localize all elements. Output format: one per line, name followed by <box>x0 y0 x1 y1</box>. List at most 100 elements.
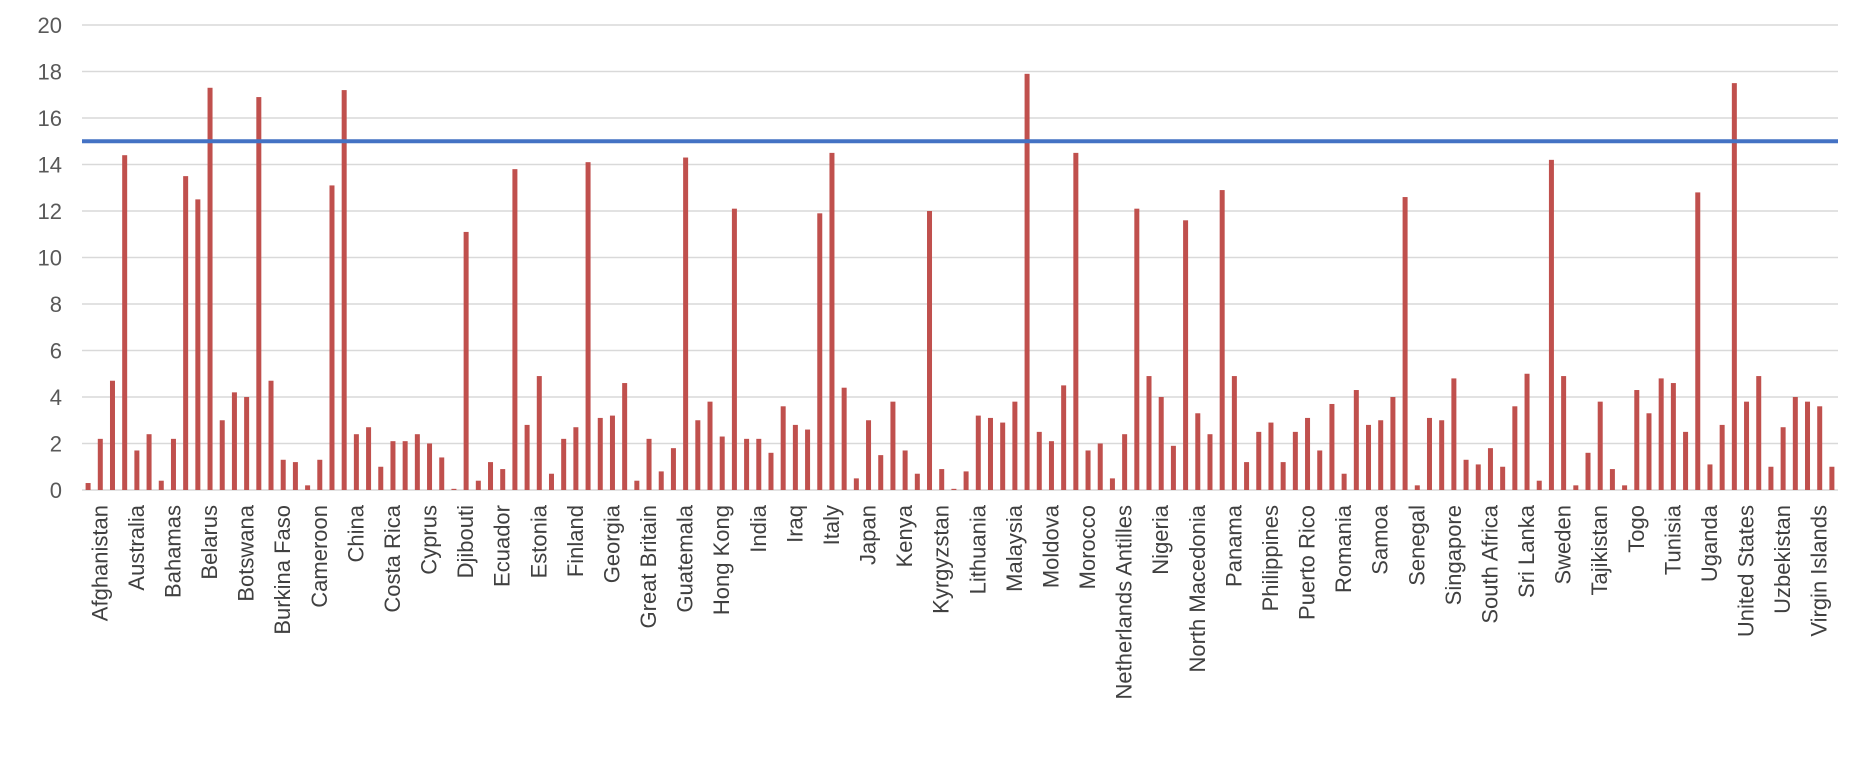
bar <box>256 97 262 490</box>
bar <box>1329 403 1335 490</box>
bar <box>1341 473 1347 490</box>
bar <box>744 438 750 490</box>
x-category-label: Djibouti <box>453 505 478 578</box>
bar <box>987 417 993 490</box>
bar <box>1170 445 1176 490</box>
x-category-label: Hong Kong <box>709 505 734 615</box>
x-category-label: Nigeria <box>1148 504 1173 574</box>
bar <box>1146 376 1152 490</box>
x-category-label: Georgia <box>599 504 624 583</box>
bar <box>963 471 969 490</box>
bar <box>85 483 91 490</box>
bar <box>451 488 457 490</box>
bar <box>1317 450 1323 490</box>
x-category-label: Tunisia <box>1660 504 1685 575</box>
bar <box>1390 397 1396 490</box>
bars <box>85 73 1835 491</box>
bar <box>780 406 786 490</box>
bar <box>951 488 957 490</box>
bar <box>170 438 176 490</box>
bar <box>1597 401 1603 490</box>
bar <box>1646 413 1652 490</box>
bar <box>866 420 872 490</box>
bar <box>1012 401 1018 490</box>
bar <box>1231 376 1237 490</box>
bar <box>829 152 835 490</box>
bar <box>1366 424 1372 490</box>
gridlines <box>82 24 1838 491</box>
x-category-label: Ecuador <box>490 505 515 587</box>
bar <box>1158 397 1164 490</box>
bar <box>1097 443 1103 490</box>
bar <box>329 185 335 491</box>
x-category-label: Japan <box>856 505 881 565</box>
bar <box>658 471 664 490</box>
x-category-label: Kenya <box>892 504 917 567</box>
bar <box>1731 83 1737 490</box>
x-category-label: Sri Lanka <box>1514 504 1539 598</box>
bar <box>1134 208 1140 491</box>
bar <box>1805 401 1811 490</box>
x-category-label: Estonia <box>526 504 551 578</box>
bar <box>768 452 774 490</box>
bar <box>1695 192 1701 490</box>
bar <box>378 466 384 490</box>
x-category-label: Samoa <box>1368 504 1393 574</box>
bar <box>585 162 591 491</box>
bar <box>1451 378 1457 490</box>
bar <box>841 387 847 490</box>
bar <box>1073 152 1079 490</box>
x-category-label: North Macedonia <box>1185 504 1210 672</box>
bar <box>1000 422 1006 490</box>
bar <box>634 480 640 490</box>
bar <box>134 450 140 490</box>
x-category-label: India <box>746 504 771 552</box>
bar <box>805 429 811 490</box>
bar <box>1048 441 1054 490</box>
x-category-label: Panama <box>1221 504 1246 587</box>
bar <box>524 424 530 490</box>
bar <box>1768 466 1774 490</box>
bar <box>1719 424 1725 490</box>
x-category-label: Finland <box>563 505 588 577</box>
bar <box>439 457 445 490</box>
bar <box>122 155 128 490</box>
bar <box>1061 385 1067 490</box>
bar <box>939 469 945 490</box>
bar <box>1500 466 1506 490</box>
x-category-label: Senegal <box>1404 505 1429 586</box>
x-category-label: Cameroon <box>307 505 332 608</box>
y-axis-tick-labels: 0 2 4 6 8 10 12 14 16 18 20 <box>38 13 62 503</box>
bar <box>1670 383 1676 490</box>
x-category-label: Italy <box>819 505 844 545</box>
bar <box>1573 485 1579 490</box>
bar <box>707 401 713 490</box>
x-category-label: Belarus <box>197 505 222 580</box>
bar <box>719 436 725 490</box>
bar <box>341 90 347 490</box>
bar <box>1305 417 1311 490</box>
bar <box>914 473 920 490</box>
bar <box>1402 197 1408 491</box>
bar <box>695 420 701 490</box>
x-category-label: China <box>343 504 368 562</box>
bar <box>1244 462 1250 490</box>
x-category-label: Australia <box>124 504 149 590</box>
bar <box>305 485 311 490</box>
bar <box>573 427 579 490</box>
x-category-label: Kyrgyzstan <box>929 505 954 614</box>
bar <box>561 438 567 490</box>
bar <box>1219 190 1225 490</box>
x-category-label: Iraq <box>782 505 807 543</box>
bar <box>975 415 981 490</box>
y-tick-label: 18 <box>38 60 62 85</box>
bar <box>183 176 189 490</box>
bar <box>1487 448 1493 490</box>
bar <box>1036 431 1042 490</box>
bar <box>1585 452 1591 490</box>
bar <box>1548 159 1554 490</box>
x-category-label: Virgin Islands <box>1807 505 1832 637</box>
bar <box>1280 462 1286 490</box>
bar <box>292 462 298 490</box>
bar <box>207 87 213 491</box>
